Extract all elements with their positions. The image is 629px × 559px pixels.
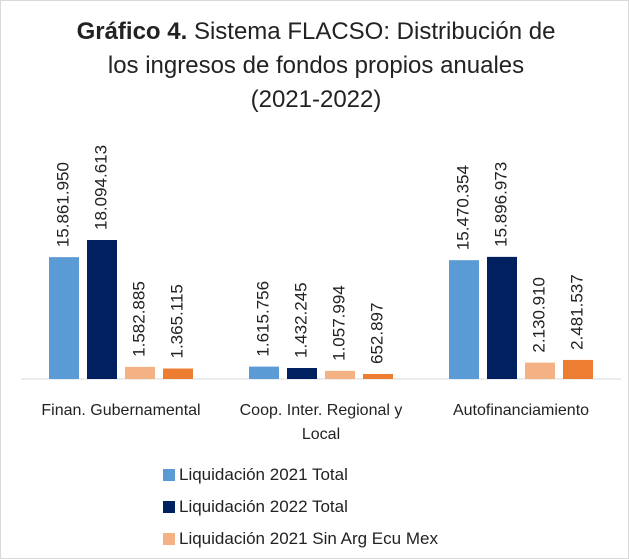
chart-title: Gráfico 4. Sistema FLACSO: Distribución … <box>71 15 561 117</box>
legend-label: Liquidación 2022 Total <box>179 497 348 516</box>
legend-label: Liquidación 2021 Total <box>179 465 348 484</box>
bar <box>563 359 593 379</box>
bar <box>125 366 155 379</box>
bar <box>287 367 317 379</box>
legend-swatch <box>163 501 175 513</box>
bar <box>449 260 479 379</box>
x-tick-label: Autofinanciamiento <box>452 402 590 419</box>
bar <box>325 370 355 379</box>
bar <box>87 240 117 379</box>
value-label: 15.861.950 <box>53 162 72 247</box>
bar <box>249 366 279 379</box>
value-label: 2.130.910 <box>529 277 548 353</box>
x-tick-label: Coop. Inter. Regional y Local <box>239 402 403 443</box>
bar <box>163 368 193 379</box>
legend-item: Liquidación 2021 Sin Arg Ecu Mex <box>163 529 438 549</box>
value-label: 1.057.994 <box>329 285 348 361</box>
bar <box>363 373 393 379</box>
value-label: 15.470.354 <box>453 165 472 250</box>
bar <box>49 257 79 379</box>
title-label: Gráfico 4. <box>76 18 188 45</box>
legend-item: Liquidación 2021 Total <box>163 465 348 485</box>
value-label: 18.094.613 <box>91 145 110 230</box>
x-tick-label: Finan. Gubernamental <box>41 402 201 419</box>
bar <box>525 362 555 379</box>
value-label: 652.897 <box>367 303 386 364</box>
value-label: 1.582.885 <box>129 281 148 357</box>
title-text: Sistema FLACSO: Distribución de los ingr… <box>107 18 556 113</box>
value-label: 1.615.756 <box>253 281 272 357</box>
value-label: 2.481.537 <box>567 274 586 350</box>
legend-label: Liquidación 2021 Sin Arg Ecu Mex <box>179 529 438 548</box>
value-label: 1.365.115 <box>167 284 186 358</box>
legend-swatch <box>163 533 175 545</box>
value-label: 1.432.245 <box>291 282 310 358</box>
legend-item: Liquidación 2022 Total <box>163 497 348 517</box>
legend-swatch <box>163 469 175 481</box>
bar <box>487 256 517 379</box>
value-label: 15.896.973 <box>491 162 510 247</box>
